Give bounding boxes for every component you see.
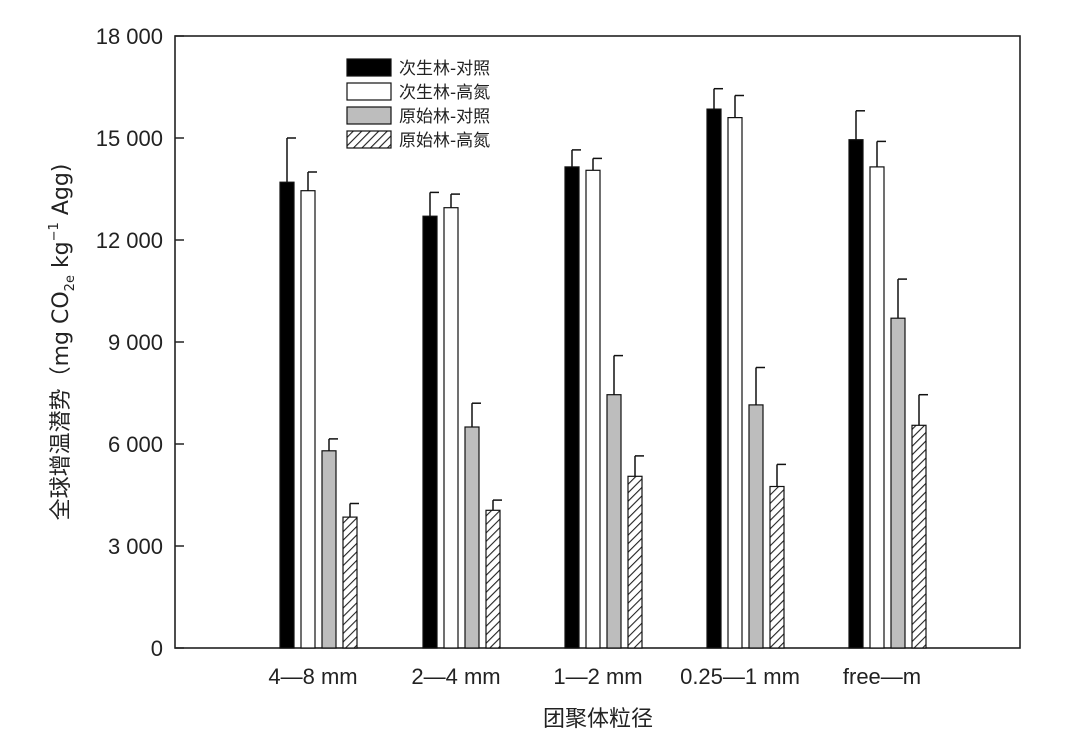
- y-tick-label: 18 000: [96, 24, 163, 49]
- legend-swatch: [346, 82, 392, 101]
- y-axis-title-main: 全球增温潜势（mg CO: [49, 291, 74, 520]
- y-tick-label: 3 000: [108, 534, 163, 559]
- bar: [606, 394, 622, 649]
- legend-label: 原始林-对照: [399, 107, 490, 127]
- error-bars: [286, 87, 928, 518]
- y-tick-label: 15 000: [96, 126, 163, 151]
- legend-label: 次生林-高氮: [399, 83, 490, 103]
- bar: [321, 450, 337, 649]
- y-axis-title-mid: kg: [49, 241, 74, 275]
- x-tick-label: 1—2 mm: [553, 664, 642, 689]
- bar: [848, 139, 864, 649]
- bar: [911, 424, 927, 649]
- bar: [422, 215, 438, 649]
- bar: [342, 516, 358, 649]
- x-axis: 4—8 mm 2—4 mm 1—2 mm 0.25—1 mm free—m: [268, 641, 921, 689]
- y-axis-title: 全球增温潜势（mg CO2e kg−1 Agg): [47, 164, 78, 521]
- x-tick-label: 4—8 mm: [268, 664, 357, 689]
- y-axis-title-sub: 2e: [63, 275, 78, 291]
- bar: [300, 190, 316, 649]
- x-axis-title: 团聚体粒径: [543, 707, 653, 732]
- bar: [769, 485, 785, 649]
- x-tick-label: free—m: [843, 664, 921, 689]
- legend-label: 原始林-高氮: [399, 131, 490, 151]
- legend-label: 次生林-对照: [399, 59, 490, 79]
- bar: [585, 169, 601, 649]
- y-tick-label: 9 000: [108, 330, 163, 355]
- bar: [443, 207, 459, 649]
- x-tick-label: 2—4 mm: [411, 664, 500, 689]
- legend-swatch: [346, 58, 392, 77]
- bar: [464, 426, 480, 649]
- x-tick-label: 0.25—1 mm: [680, 664, 800, 689]
- y-axis-title-sup: −1: [47, 222, 62, 241]
- bar: [279, 181, 295, 649]
- y-tick-label: 12 000: [96, 228, 163, 253]
- bar: [890, 317, 906, 649]
- y-axis: 0 3 000 6 000 9 000 12 000 15 000 18 000: [96, 24, 184, 661]
- legend-swatch: [346, 130, 392, 149]
- bar: [727, 116, 743, 649]
- y-tick-label: 0: [151, 636, 163, 661]
- bar: [869, 166, 885, 649]
- bar: [564, 166, 580, 649]
- bars: [279, 108, 927, 649]
- bar: [706, 108, 722, 649]
- bar: [485, 509, 501, 649]
- legend-swatch: [346, 106, 392, 125]
- bar: [627, 475, 643, 649]
- y-axis-title-end: Agg): [49, 164, 74, 223]
- bar: [748, 404, 764, 649]
- y-tick-label: 6 000: [108, 432, 163, 457]
